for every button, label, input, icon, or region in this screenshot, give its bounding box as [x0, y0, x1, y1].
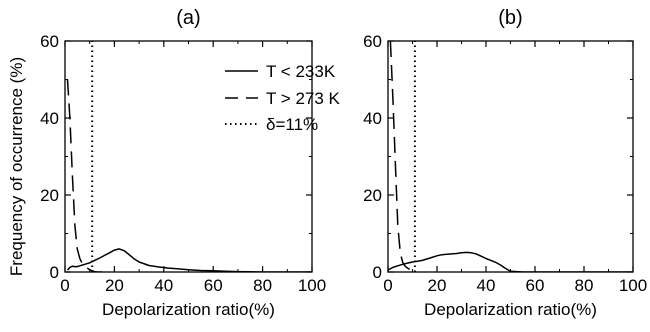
legend-label: T < 233K: [266, 62, 336, 81]
x-tick-label: 100: [298, 276, 326, 295]
panel-a: 0 20 40 60 80 100 0 20 40 60 (a) Depolarization rat…: [7, 7, 341, 319]
series-line-solid: [388, 251, 633, 272]
x-tick-label: 0: [60, 276, 69, 295]
series-line-solid: [66, 248, 312, 272]
y-tick-label: 60: [363, 32, 382, 51]
x-tick-label: 40: [477, 276, 496, 295]
panel-title: (b): [498, 7, 522, 29]
x-tick-label: 20: [105, 276, 124, 295]
x-tick-label: 0: [383, 276, 392, 295]
y-tick-label: 60: [40, 32, 59, 51]
x-tick-label: 80: [253, 276, 272, 295]
y-tick-label: 20: [40, 186, 59, 205]
x-tick-label: 40: [154, 276, 173, 295]
y-tick-label: 40: [363, 109, 382, 128]
y-tick-label: 0: [50, 263, 59, 282]
y-tick-label: 0: [373, 263, 382, 282]
legend-label: δ=11%: [266, 115, 318, 134]
y-axis-title: Frequency of occurrence (%): [7, 57, 26, 276]
y-tick-label: 20: [363, 186, 382, 205]
x-tick-label: 80: [575, 276, 594, 295]
x-tick-label: 60: [204, 276, 223, 295]
series-line-dashed: [389, 41, 418, 272]
x-tick-label: 60: [526, 276, 545, 295]
series-line-dashed: [66, 79, 102, 272]
y-tick-label: 40: [40, 109, 59, 128]
panel-title: (a): [176, 7, 200, 29]
x-axis-title: Depolarization ratio(%): [424, 300, 597, 319]
x-axis-title: Depolarization ratio(%): [102, 300, 275, 319]
x-tick-label: 20: [428, 276, 447, 295]
legend-label: T > 273 K: [266, 89, 341, 108]
panel-b: 0 20 40 60 80 100 0 20 40 60 (b) Depolarization rat…: [363, 7, 647, 319]
x-tick-label: 100: [619, 276, 647, 295]
plot-frame: [387, 40, 634, 273]
